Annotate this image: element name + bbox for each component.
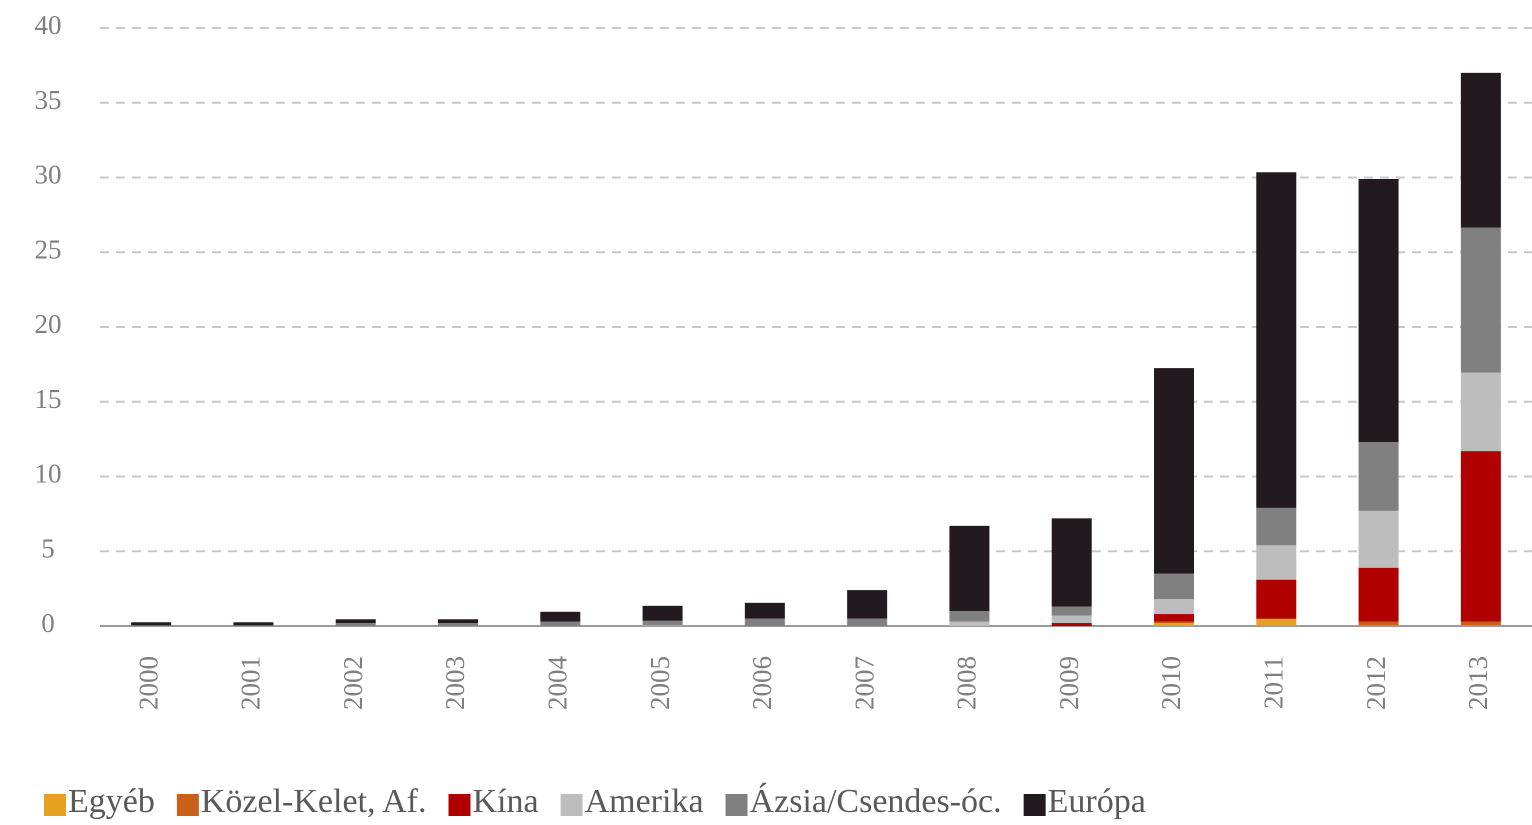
legend-swatch — [725, 794, 748, 816]
bar-segment — [1154, 621, 1194, 624]
bar-segment — [1256, 619, 1297, 626]
bar-segment — [1154, 599, 1194, 615]
legend-label: Ázsia/Csendes-óc. — [750, 783, 1002, 820]
bar-segment — [1256, 507, 1297, 546]
x-tick-label: 2013 — [1463, 656, 1493, 710]
bar-segment — [949, 525, 990, 612]
x-tick-label: 2001 — [236, 656, 266, 710]
bar-segment — [438, 619, 478, 624]
bar-segment — [1154, 614, 1194, 622]
legend-swatch — [1023, 794, 1046, 816]
legend-swatch — [560, 794, 583, 816]
x-tick-label: 2005 — [645, 656, 675, 710]
bar-segment — [949, 621, 990, 626]
bar-segment — [1358, 567, 1399, 622]
legend-swatch — [448, 794, 471, 816]
bar-segment — [744, 618, 785, 626]
y-tick-label: 0 — [41, 608, 55, 638]
bar-segment — [131, 625, 172, 626]
legend-label: Egyéb — [68, 783, 155, 820]
legend-swatch — [44, 794, 66, 816]
x-tick-label: 2006 — [747, 656, 777, 710]
y-tick-label: 25 — [35, 234, 62, 264]
bar-segment — [1358, 625, 1399, 626]
y-tick-label: 10 — [35, 459, 62, 489]
bar-segment — [131, 622, 172, 626]
x-tick-label: 2009 — [1054, 656, 1084, 710]
bar-segment — [847, 590, 888, 619]
bar-segment — [233, 625, 274, 626]
bar-segment — [949, 611, 990, 622]
bar-segment — [1460, 451, 1501, 622]
bar-segment — [1460, 625, 1501, 626]
bar-segment — [1051, 623, 1092, 626]
bar-segment — [642, 625, 683, 626]
bar-segment — [1051, 615, 1092, 624]
x-tick-label: 2003 — [440, 656, 470, 710]
bar-segment — [847, 618, 888, 626]
x-tick-label: 2010 — [1156, 656, 1186, 710]
x-tick-label: 2002 — [338, 656, 368, 710]
bar-segment — [642, 605, 683, 621]
bar-segment — [438, 623, 478, 626]
bar-segment — [1256, 618, 1297, 620]
y-tick-label: 20 — [35, 309, 62, 339]
bar-segment — [1460, 227, 1501, 373]
bar-segment — [1358, 510, 1399, 568]
bar-segment — [1154, 573, 1194, 600]
bar-segment — [744, 602, 785, 619]
bar-segment — [1051, 606, 1092, 616]
y-tick-label: 35 — [35, 85, 62, 115]
legend-label: Amerika — [585, 783, 704, 820]
bar-segment — [540, 611, 581, 622]
y-tick-label: 15 — [35, 384, 62, 414]
x-tick-label: 2012 — [1361, 656, 1391, 710]
legend-label: Kína — [473, 783, 539, 820]
bar-segment — [1460, 621, 1501, 626]
bar-segment — [642, 620, 683, 626]
bar-segment — [1256, 579, 1297, 619]
legend-label: Európa — [1048, 783, 1146, 820]
bar-segment — [1051, 518, 1092, 607]
bar-segment — [1358, 442, 1399, 511]
x-tick-label: 2011 — [1258, 656, 1288, 709]
bar-segment — [1154, 368, 1194, 574]
bar-segment — [1358, 621, 1399, 626]
bar-segment — [335, 619, 376, 624]
bar-segment — [1358, 178, 1399, 443]
y-tick-label: 40 — [35, 10, 62, 40]
x-tick-label: 2000 — [133, 656, 163, 710]
y-tick-label: 30 — [35, 160, 62, 190]
x-tick-label: 2004 — [542, 656, 572, 711]
y-tick-label: 5 — [41, 533, 55, 563]
bar-segment — [233, 622, 274, 626]
bar-segment — [540, 621, 581, 626]
x-tick-label: 2008 — [952, 656, 982, 710]
bar-segment — [1256, 545, 1297, 580]
bar-segment — [335, 623, 376, 626]
x-tick-label: 2007 — [849, 656, 879, 710]
bar-segment — [1460, 72, 1501, 228]
legend-label: Közel-Kelet, Af. — [201, 783, 427, 820]
legend-swatch — [176, 794, 199, 816]
bar-segment — [1460, 372, 1501, 452]
bar-segment — [1154, 623, 1194, 626]
bar-segment — [1256, 172, 1297, 508]
